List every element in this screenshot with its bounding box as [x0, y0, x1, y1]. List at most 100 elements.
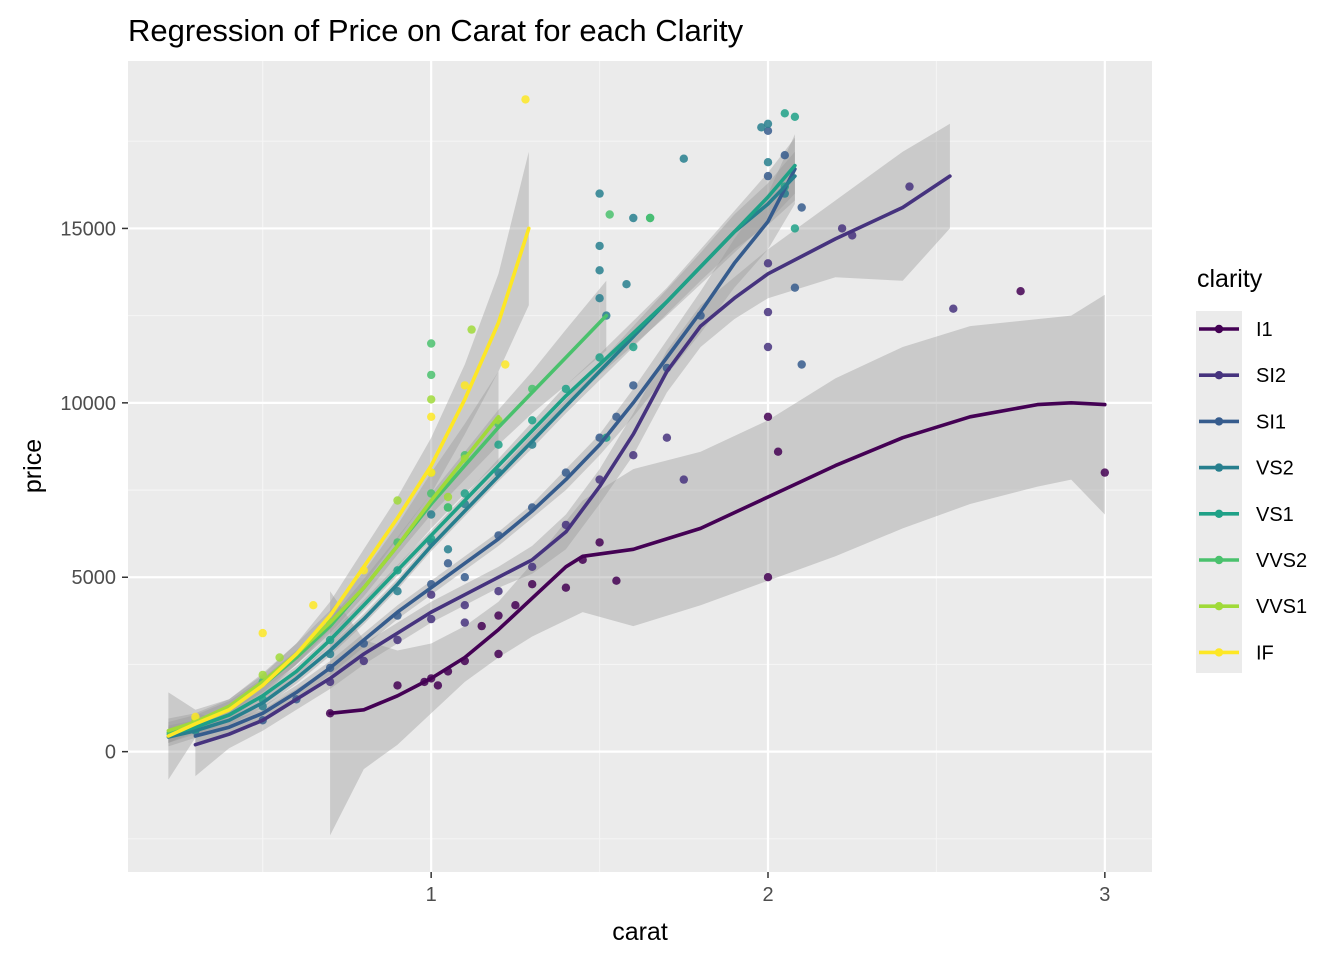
point-VS2: [393, 587, 402, 596]
point-SI2: [359, 656, 368, 666]
point-SI1: [797, 203, 806, 212]
point-VVS1: [467, 325, 476, 334]
point-IF: [309, 601, 318, 610]
legend-key-point-SI2: [1214, 371, 1224, 380]
point-VVS1: [258, 670, 267, 680]
point-SI1: [797, 360, 806, 369]
point-VS2: [622, 280, 631, 289]
point-I1: [773, 447, 783, 456]
point-SI2: [949, 304, 958, 313]
point-SI2: [427, 614, 436, 624]
legend-label-SI2: SI2: [1256, 365, 1286, 387]
point-SI2: [528, 562, 537, 571]
point-SI2: [837, 224, 847, 233]
legend-label-VVS1: VVS1: [1256, 596, 1307, 618]
point-VS2: [595, 241, 604, 251]
point-VS1: [494, 440, 503, 449]
point-VVS1: [443, 492, 453, 502]
point-VVS1: [393, 496, 402, 505]
point-I1: [1100, 468, 1110, 477]
x-tick-label: 3: [1099, 884, 1110, 906]
point-I1: [393, 681, 402, 690]
point-I1: [561, 583, 571, 592]
legend-items: I1 SI2 SI1 VS2 VS1 VVS2 VVS1 IF: [1199, 319, 1307, 664]
point-VS1: [780, 109, 789, 118]
point-SI2: [460, 601, 469, 610]
y-tick-label: 0: [105, 742, 116, 764]
point-SI1: [763, 126, 773, 135]
point-I1: [477, 621, 486, 631]
point-VS2: [427, 510, 436, 519]
tick-labels: 1 2 3 0 5000 10000 15000: [60, 218, 1110, 906]
smooth-line-I1: [328, 400, 1107, 716]
chart-title: Regression of Price on Carat for each Cl…: [128, 13, 744, 48]
point-VS2: [763, 158, 773, 167]
point-VVS2: [645, 213, 655, 223]
point-SI2: [427, 590, 436, 599]
point-I1: [433, 681, 443, 690]
point-SI1: [629, 381, 638, 390]
point-IF: [258, 628, 267, 638]
point-I1: [612, 576, 621, 585]
plot-panel: [128, 61, 1152, 872]
x-axis-title: carat: [612, 918, 668, 946]
point-I1: [494, 611, 503, 620]
legend-key-background: [1196, 311, 1242, 673]
minor-grid: [128, 61, 1152, 872]
point-SI1: [460, 573, 469, 582]
point-VVS1: [427, 395, 436, 404]
point-SI2: [763, 342, 773, 352]
point-I1: [1016, 287, 1025, 296]
y-tick-label: 15000: [60, 218, 116, 240]
legend-label-VVS2: VVS2: [1256, 550, 1307, 572]
point-VS2: [595, 189, 604, 198]
legend-title: clarity: [1197, 265, 1263, 293]
point-IF: [501, 360, 510, 369]
point-SI1: [561, 468, 571, 477]
major-grid: [128, 61, 1152, 872]
point-I1: [511, 601, 520, 610]
smooth-line-VS1: [166, 163, 797, 737]
point-IF: [191, 712, 200, 721]
ribbon-I1: [330, 294, 1105, 836]
point-VVS2: [605, 210, 614, 219]
x-tick-label: 1: [426, 884, 437, 906]
point-SI1: [780, 151, 789, 160]
ribbon-SI2: [195, 123, 950, 777]
point-I1: [763, 412, 773, 421]
legend-key-point-IF: [1214, 648, 1224, 657]
legend-label-VS2: VS2: [1256, 458, 1294, 480]
point-SI1: [763, 171, 773, 181]
point-SI2: [629, 451, 638, 460]
smooth-line-VVS1: [166, 414, 501, 733]
point-VS1: [561, 384, 571, 394]
point-VS1: [460, 489, 469, 498]
point-VS1: [629, 342, 638, 352]
point-IF: [427, 412, 436, 421]
y-tick-label: 5000: [72, 567, 117, 589]
legend-key-point-VVS2: [1214, 555, 1224, 565]
point-I1: [528, 580, 537, 589]
point-SI2: [393, 635, 402, 645]
point-VVS2: [427, 370, 436, 380]
point-SI2: [460, 618, 469, 627]
legend-key-point-I1: [1214, 324, 1224, 334]
legend-label-IF: IF: [1256, 642, 1274, 664]
point-SI2: [679, 475, 688, 484]
point-VS1: [790, 224, 800, 233]
point-VS2: [679, 154, 688, 163]
point-VS2: [629, 213, 638, 223]
point-IF: [521, 95, 530, 104]
legend-key-point-SI1: [1214, 417, 1224, 426]
point-VS2: [595, 266, 604, 275]
point-VS1: [528, 416, 537, 425]
smooth-lines: [166, 163, 1107, 747]
point-VS2: [763, 119, 773, 128]
point-SI2: [494, 587, 503, 596]
point-SI1: [790, 283, 800, 292]
point-VS1: [790, 112, 800, 122]
point-I1: [595, 538, 604, 547]
point-IF: [460, 381, 469, 390]
smooth-line-SI1: [193, 167, 797, 738]
smooth-line-SI2: [193, 174, 952, 747]
